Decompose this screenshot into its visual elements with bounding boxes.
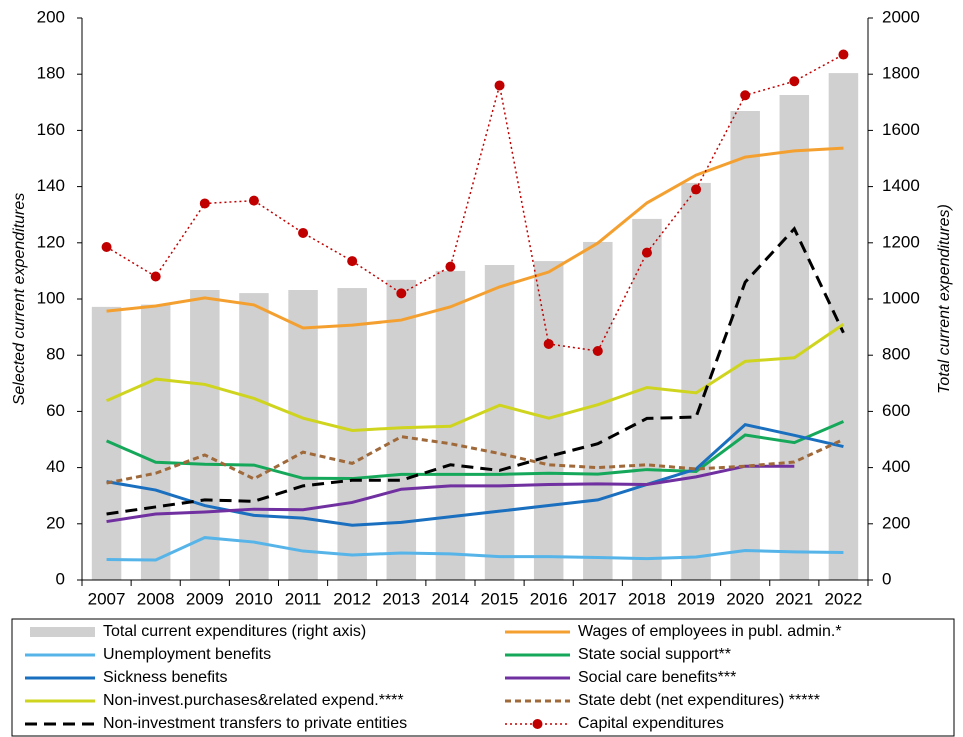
y-tick-label: 180: [37, 64, 65, 83]
x-tick-label: 2017: [579, 589, 617, 608]
y2-tick-label: 600: [882, 401, 910, 420]
x-tick-label: 2014: [432, 589, 470, 608]
bar: [681, 182, 711, 580]
x-tick-label: 2021: [775, 589, 813, 608]
bar: [91, 306, 122, 580]
bar: [239, 293, 269, 580]
y2-tick-label: 1600: [882, 120, 920, 139]
x-tick-label: 2007: [88, 589, 126, 608]
y2-axis-label: Total current expenditures): [936, 204, 953, 394]
x-tick-label: 2013: [382, 589, 420, 608]
legend-label: Social care benefits***: [578, 669, 736, 686]
marker: [789, 76, 800, 87]
legend-label: Total current expenditures (right axis): [103, 623, 366, 640]
line: [105, 323, 845, 433]
marker: [101, 242, 112, 253]
y2-tick-label: 400: [882, 457, 910, 476]
x-tick-label: 2018: [628, 589, 666, 608]
marker: [150, 271, 161, 282]
bar: [779, 94, 810, 580]
x-tick-label: 2019: [677, 589, 715, 608]
marker: [445, 261, 456, 272]
marker: [199, 198, 210, 209]
bar: [632, 218, 662, 581]
marker: [641, 247, 652, 258]
marker: [248, 195, 259, 206]
x-tick-label: 2022: [825, 589, 863, 608]
marker: [298, 227, 309, 238]
x-tick-label: 2020: [726, 589, 764, 608]
bar: [828, 73, 859, 581]
x-tick-label: 2011: [285, 589, 322, 608]
y2-tick-label: 1400: [882, 176, 920, 195]
y-axis-label: Selected current expenditures: [11, 193, 28, 406]
marker: [740, 90, 751, 101]
legend-label: Capital expenditures: [578, 715, 724, 732]
x-tick-label: 2010: [235, 589, 273, 608]
x-tick-label: 2009: [186, 589, 224, 608]
marker: [396, 288, 407, 299]
line: [106, 536, 844, 562]
legend-label: State debt (net expenditures) *****: [578, 692, 820, 709]
bar: [533, 261, 564, 580]
y-tick-label: 0: [56, 569, 65, 588]
y-tick-label: 140: [37, 176, 65, 195]
bar: [190, 290, 220, 580]
legend-label: State social support**: [578, 646, 731, 663]
bar: [337, 288, 367, 580]
x-tick-label: 2015: [481, 589, 519, 608]
y-tick-label: 80: [46, 345, 65, 364]
marker: [494, 80, 505, 91]
legend-label: Non-invest.purchases&related expend.****: [103, 692, 404, 709]
y-tick-label: 20: [46, 513, 65, 532]
bar: [288, 290, 318, 580]
y2-tick-label: 1800: [882, 64, 920, 83]
line: [106, 464, 795, 524]
line: [105, 420, 845, 481]
y-tick-label: 200: [37, 7, 65, 26]
legend-label: Wages of employees in publ. admin.*: [578, 623, 842, 640]
marker: [838, 49, 849, 60]
marker: [592, 345, 603, 356]
y2-tick-label: 1000: [882, 288, 920, 307]
y-tick-label: 40: [46, 457, 65, 476]
x-tick-label: 2012: [333, 589, 371, 608]
y-tick-label: 60: [46, 401, 65, 420]
legend-box: [11, 618, 955, 737]
bar: [730, 111, 760, 581]
y2-tick-label: 200: [882, 513, 910, 532]
x-tick-label: 2008: [137, 589, 175, 608]
legend-label: Sickness benefits: [103, 669, 228, 686]
legend-label: Unemployment benefits: [103, 646, 271, 663]
bar: [484, 264, 515, 580]
line: [106, 435, 845, 485]
bar: [140, 304, 171, 580]
y2-tick-label: 2000: [882, 7, 920, 26]
y2-tick-label: 800: [882, 345, 910, 364]
y2-tick-label: 0: [882, 569, 891, 588]
marker: [543, 338, 554, 349]
bar: [386, 279, 417, 580]
legend-swatch: [30, 627, 95, 637]
y2-tick-label: 1200: [882, 232, 920, 251]
legend-marker: [532, 719, 543, 729]
marker: [347, 256, 358, 267]
marker: [691, 184, 702, 195]
y-tick-label: 160: [37, 120, 65, 139]
y-tick-label: 120: [37, 232, 65, 251]
line: [106, 146, 844, 330]
legend-label: Non-investment transfers to private enti…: [103, 715, 407, 732]
line: [106, 226, 845, 516]
y-tick-label: 100: [37, 288, 65, 307]
bar: [583, 241, 613, 580]
x-tick-label: 2016: [530, 589, 568, 608]
